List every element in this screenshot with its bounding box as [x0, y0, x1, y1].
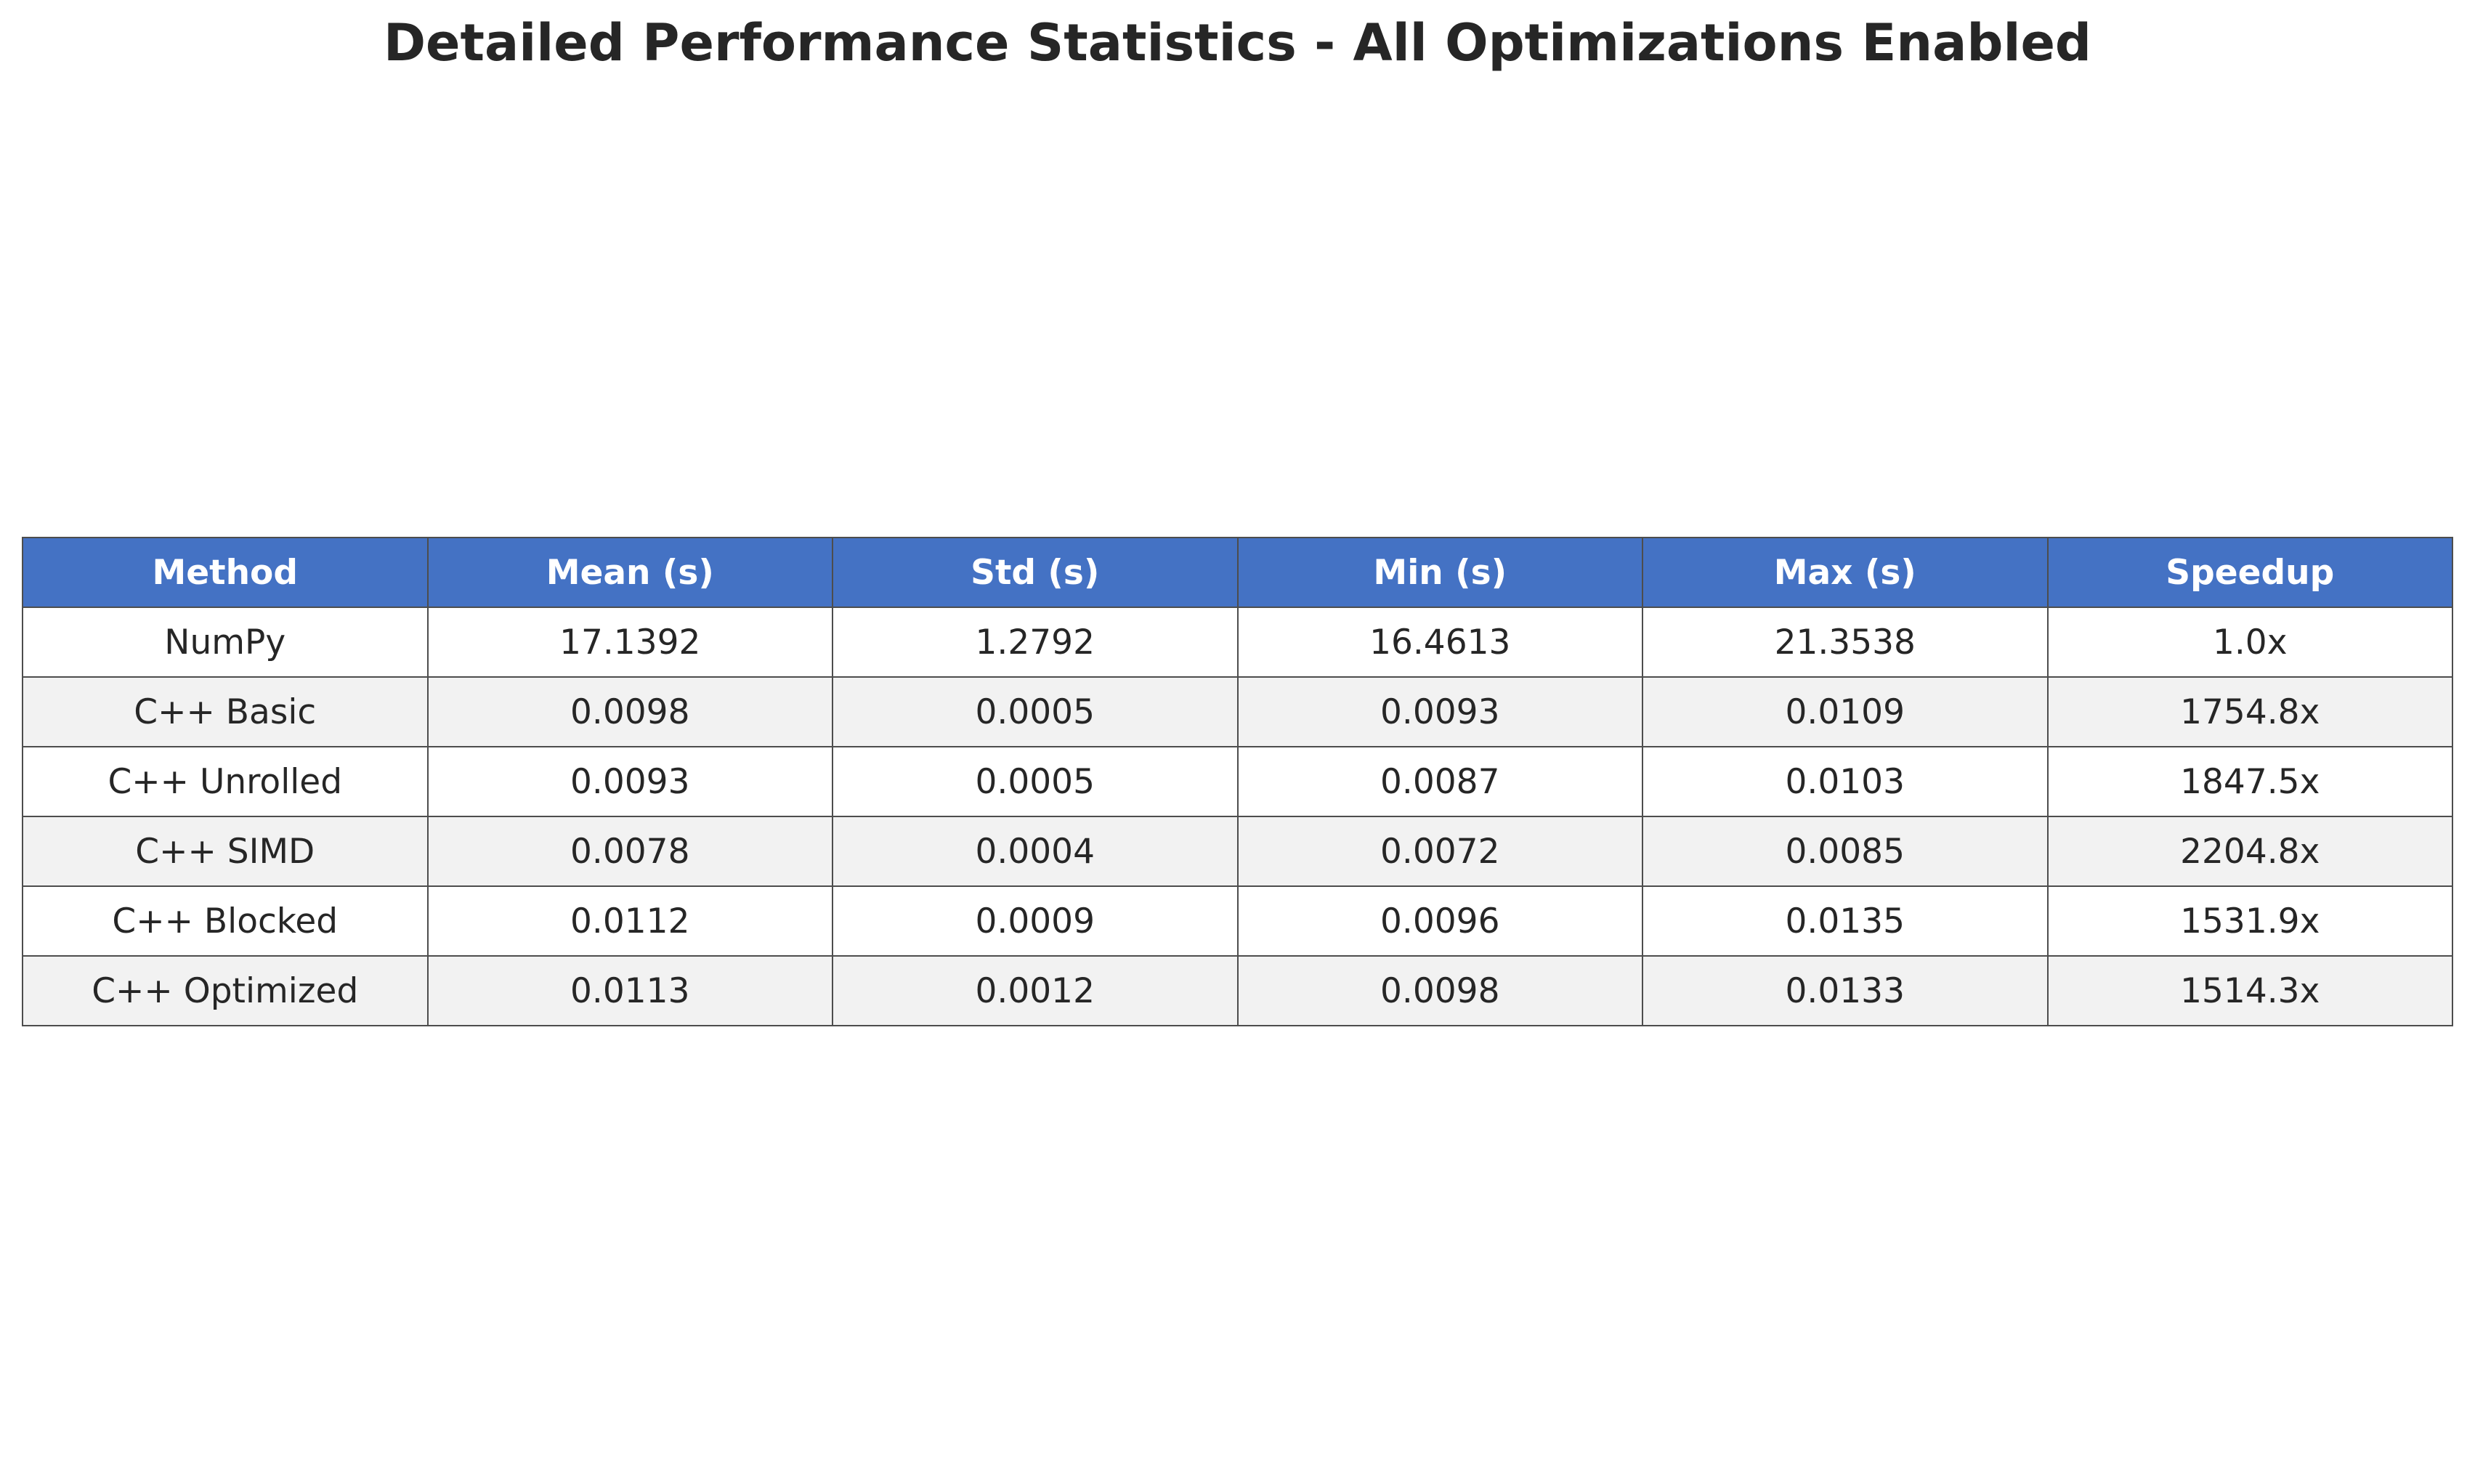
value-cell: 0.0012: [832, 955, 1239, 1026]
table-row: C++ SIMD 0.0078 0.0004 0.0072 0.0085 2204.8x: [22, 816, 2453, 887]
value-cell: 0.0005: [832, 746, 1239, 817]
table-row: NumPy 17.1392 1.2792 16.4613 21.3538 1.0x: [22, 607, 2453, 678]
method-cell: C++ Basic: [22, 676, 429, 747]
method-cell: C++ Optimized: [22, 955, 429, 1026]
method-cell: C++ Unrolled: [22, 746, 429, 817]
table-body: NumPy 17.1392 1.2792 16.4613 21.3538 1.0x C++ …: [22, 607, 2453, 1026]
table-row: C++ Unrolled 0.0093 0.0005 0.0087 0.0103 1847…: [22, 746, 2453, 817]
value-cell: 21.3538: [1642, 607, 2049, 678]
value-cell: 0.0113: [426, 955, 833, 1026]
value-cell: 1531.9x: [2046, 885, 2453, 957]
chart-title: Detailed Performance Statistics - All Op…: [383, 13, 2092, 73]
value-cell: 0.0133: [1642, 955, 2049, 1026]
column-header: Max (s): [1642, 537, 2049, 608]
method-cell: C++ Blocked: [22, 885, 429, 957]
value-cell: 0.0098: [1236, 955, 1643, 1026]
value-cell: 0.0085: [1642, 816, 2049, 887]
column-header: Method: [22, 537, 429, 608]
value-cell: 0.0072: [1236, 816, 1643, 887]
table-row: C++ Blocked 0.0112 0.0009 0.0096 0.0135 1531.…: [22, 885, 2453, 957]
value-cell: 0.0004: [832, 816, 1239, 887]
table-header-row: Method Mean (s) Std (s) Min (s) Max (s) Speed…: [22, 537, 2453, 608]
value-cell: 0.0112: [426, 885, 833, 957]
value-cell: 0.0087: [1236, 746, 1643, 817]
table-row: C++ Optimized 0.0113 0.0012 0.0098 0.0133 151…: [22, 955, 2453, 1026]
value-cell: 16.4613: [1236, 607, 1643, 678]
value-cell: 0.0109: [1642, 676, 2049, 747]
value-cell: 2204.8x: [2046, 816, 2453, 887]
value-cell: 0.0103: [1642, 746, 2049, 817]
value-cell: 1754.8x: [2046, 676, 2453, 747]
value-cell: 1514.3x: [2046, 955, 2453, 1026]
column-header: Min (s): [1236, 537, 1643, 608]
value-cell: 1847.5x: [2046, 746, 2453, 817]
value-cell: 0.0135: [1642, 885, 2049, 957]
value-cell: 0.0009: [832, 885, 1239, 957]
value-cell: 0.0093: [1236, 676, 1643, 747]
value-cell: 0.0093: [426, 746, 833, 817]
column-header: Speedup: [2046, 537, 2453, 608]
value-cell: 0.0005: [832, 676, 1239, 747]
value-cell: 0.0078: [426, 816, 833, 887]
method-cell: NumPy: [22, 607, 429, 678]
value-cell: 17.1392: [426, 607, 833, 678]
value-cell: 1.0x: [2046, 607, 2453, 678]
value-cell: 0.0098: [426, 676, 833, 747]
column-header: Mean (s): [426, 537, 833, 608]
value-cell: 0.0096: [1236, 885, 1643, 957]
table-row: C++ Basic 0.0098 0.0005 0.0093 0.0109 1754.8x: [22, 676, 2453, 747]
performance-stats-table: Method Mean (s) Std (s) Min (s) Max (s) Speed…: [22, 537, 2453, 1026]
column-header: Std (s): [832, 537, 1239, 608]
method-cell: C++ SIMD: [22, 816, 429, 887]
value-cell: 1.2792: [832, 607, 1239, 678]
